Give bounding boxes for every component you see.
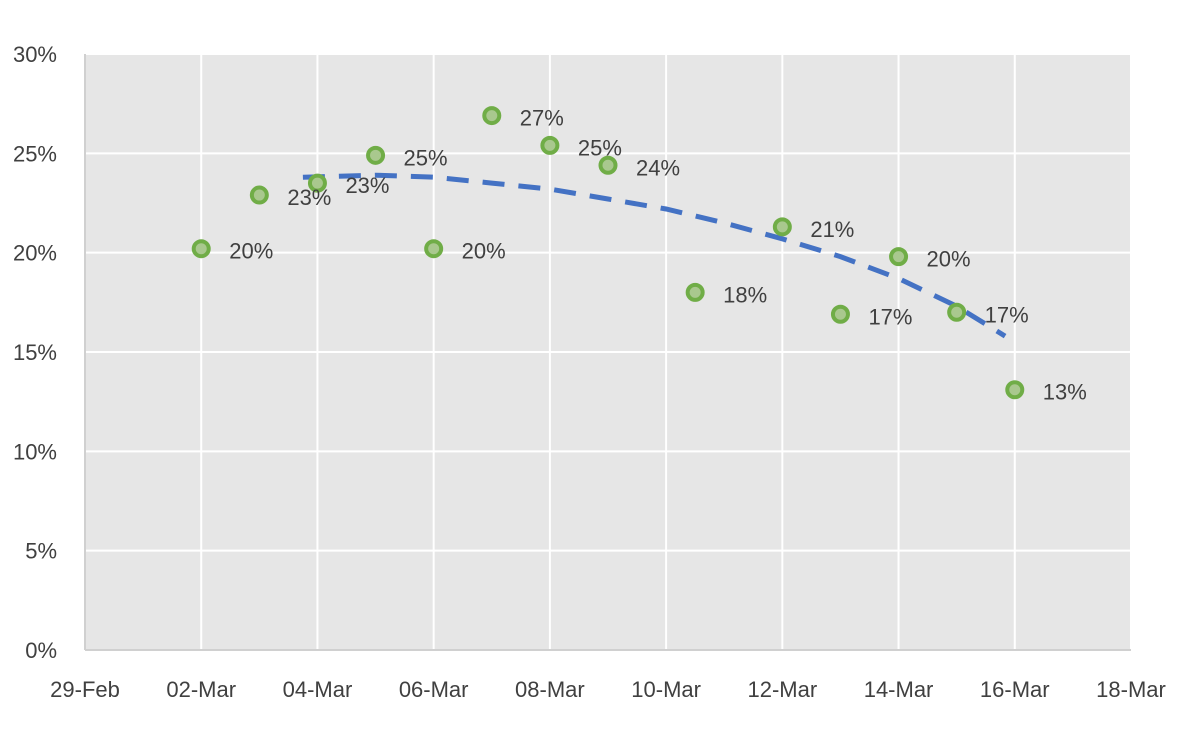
- data-point: [482, 106, 502, 126]
- data-labels: 20% 23% 23% 25% 20% 27% 25% 24% 18% 21% 17% 20% 17% 1…: [229, 106, 1087, 405]
- trendline: [302, 172, 1007, 339]
- data-label: 25%: [404, 145, 448, 170]
- data-point: [540, 135, 560, 155]
- data-label: 17%: [868, 304, 912, 329]
- y-tick-label: 0%: [25, 638, 57, 663]
- axis-lines: [84, 54, 1131, 651]
- y-tick-label: 30%: [13, 42, 57, 67]
- data-label: 27%: [520, 106, 564, 131]
- data-point: [366, 145, 386, 165]
- data-label: 20%: [229, 239, 273, 264]
- data-point: [1005, 380, 1025, 400]
- y-tick-label: 5%: [25, 539, 57, 564]
- data-label: 18%: [723, 282, 767, 307]
- data-label: 13%: [1043, 380, 1087, 405]
- x-tick-label: 29-Feb: [50, 677, 120, 702]
- y-axis-tick-labels: 0% 5% 10% 15% 20% 25% 30%: [13, 42, 57, 663]
- data-label: 21%: [810, 217, 854, 242]
- data-label: 17%: [985, 302, 1029, 327]
- x-tick-label: 02-Mar: [166, 677, 236, 702]
- data-point: [947, 302, 967, 322]
- x-tick-label: 04-Mar: [283, 677, 353, 702]
- data-point: [772, 217, 792, 237]
- data-point: [685, 282, 705, 302]
- x-tick-label: 08-Mar: [515, 677, 585, 702]
- data-label: 23%: [345, 173, 389, 198]
- x-tick-label: 06-Mar: [399, 677, 469, 702]
- data-label: 25%: [578, 135, 622, 160]
- y-tick-label: 15%: [13, 340, 57, 365]
- x-tick-label: 10-Mar: [631, 677, 701, 702]
- data-label: 20%: [462, 239, 506, 264]
- data-point: [249, 185, 269, 205]
- data-point: [424, 239, 444, 259]
- x-tick-label: 14-Mar: [864, 677, 934, 702]
- y-tick-label: 20%: [13, 241, 57, 266]
- x-tick-label: 18-Mar: [1096, 677, 1166, 702]
- data-point: [830, 304, 850, 324]
- y-tick-label: 10%: [13, 439, 57, 464]
- trendline-group: [302, 172, 1007, 339]
- data-point: [191, 239, 211, 259]
- x-tick-label: 12-Mar: [747, 677, 817, 702]
- data-point: [307, 173, 327, 193]
- x-axis-tick-labels: 29-Feb 02-Mar 04-Mar 06-Mar 08-Mar 10-Mar 12-M…: [50, 677, 1166, 702]
- x-tick-label: 16-Mar: [980, 677, 1050, 702]
- data-point: [598, 155, 618, 175]
- data-points: [191, 106, 1025, 400]
- data-label: 20%: [927, 247, 971, 272]
- data-label: 24%: [636, 155, 680, 180]
- data-point: [889, 247, 909, 267]
- y-tick-label: 25%: [13, 141, 57, 166]
- data-label: 23%: [287, 185, 331, 210]
